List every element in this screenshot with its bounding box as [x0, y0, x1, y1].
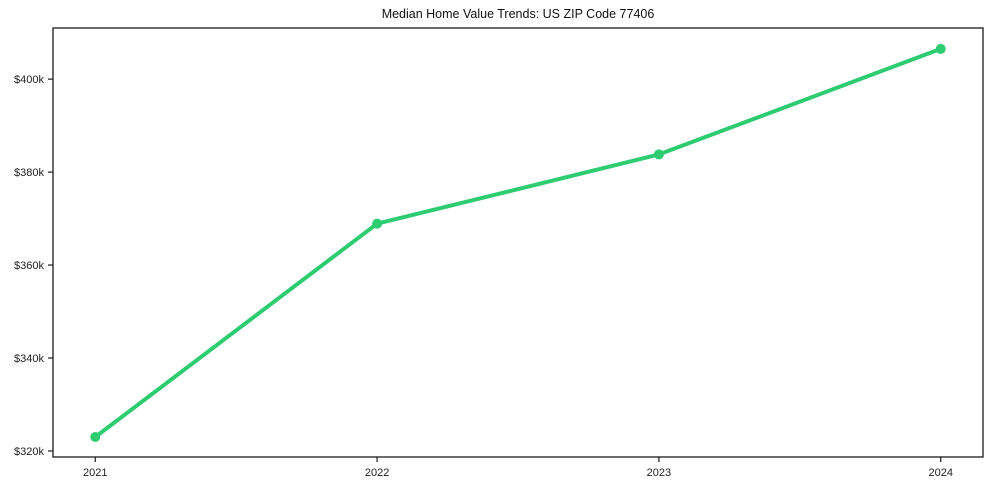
series-line	[93, 46, 943, 440]
x-tick-label: 2022	[365, 467, 389, 479]
chart-title: Median Home Value Trends: US ZIP Code 77…	[381, 7, 655, 21]
data-point	[653, 149, 664, 160]
y-tick-label: $320k	[14, 446, 44, 458]
y-tick-label: $360k	[14, 260, 44, 272]
x-tick-label: 2021	[83, 467, 107, 479]
plot-border	[52, 27, 984, 458]
x-tick-label: 2024	[928, 467, 952, 479]
y-tick-label: $400k	[14, 74, 44, 86]
data-point	[90, 432, 101, 443]
data-point	[935, 43, 946, 54]
data-point	[372, 218, 383, 229]
y-tick-label: $340k	[14, 353, 44, 365]
x-tick-label: 2023	[647, 467, 671, 479]
y-tick-label: $380k	[14, 167, 44, 179]
